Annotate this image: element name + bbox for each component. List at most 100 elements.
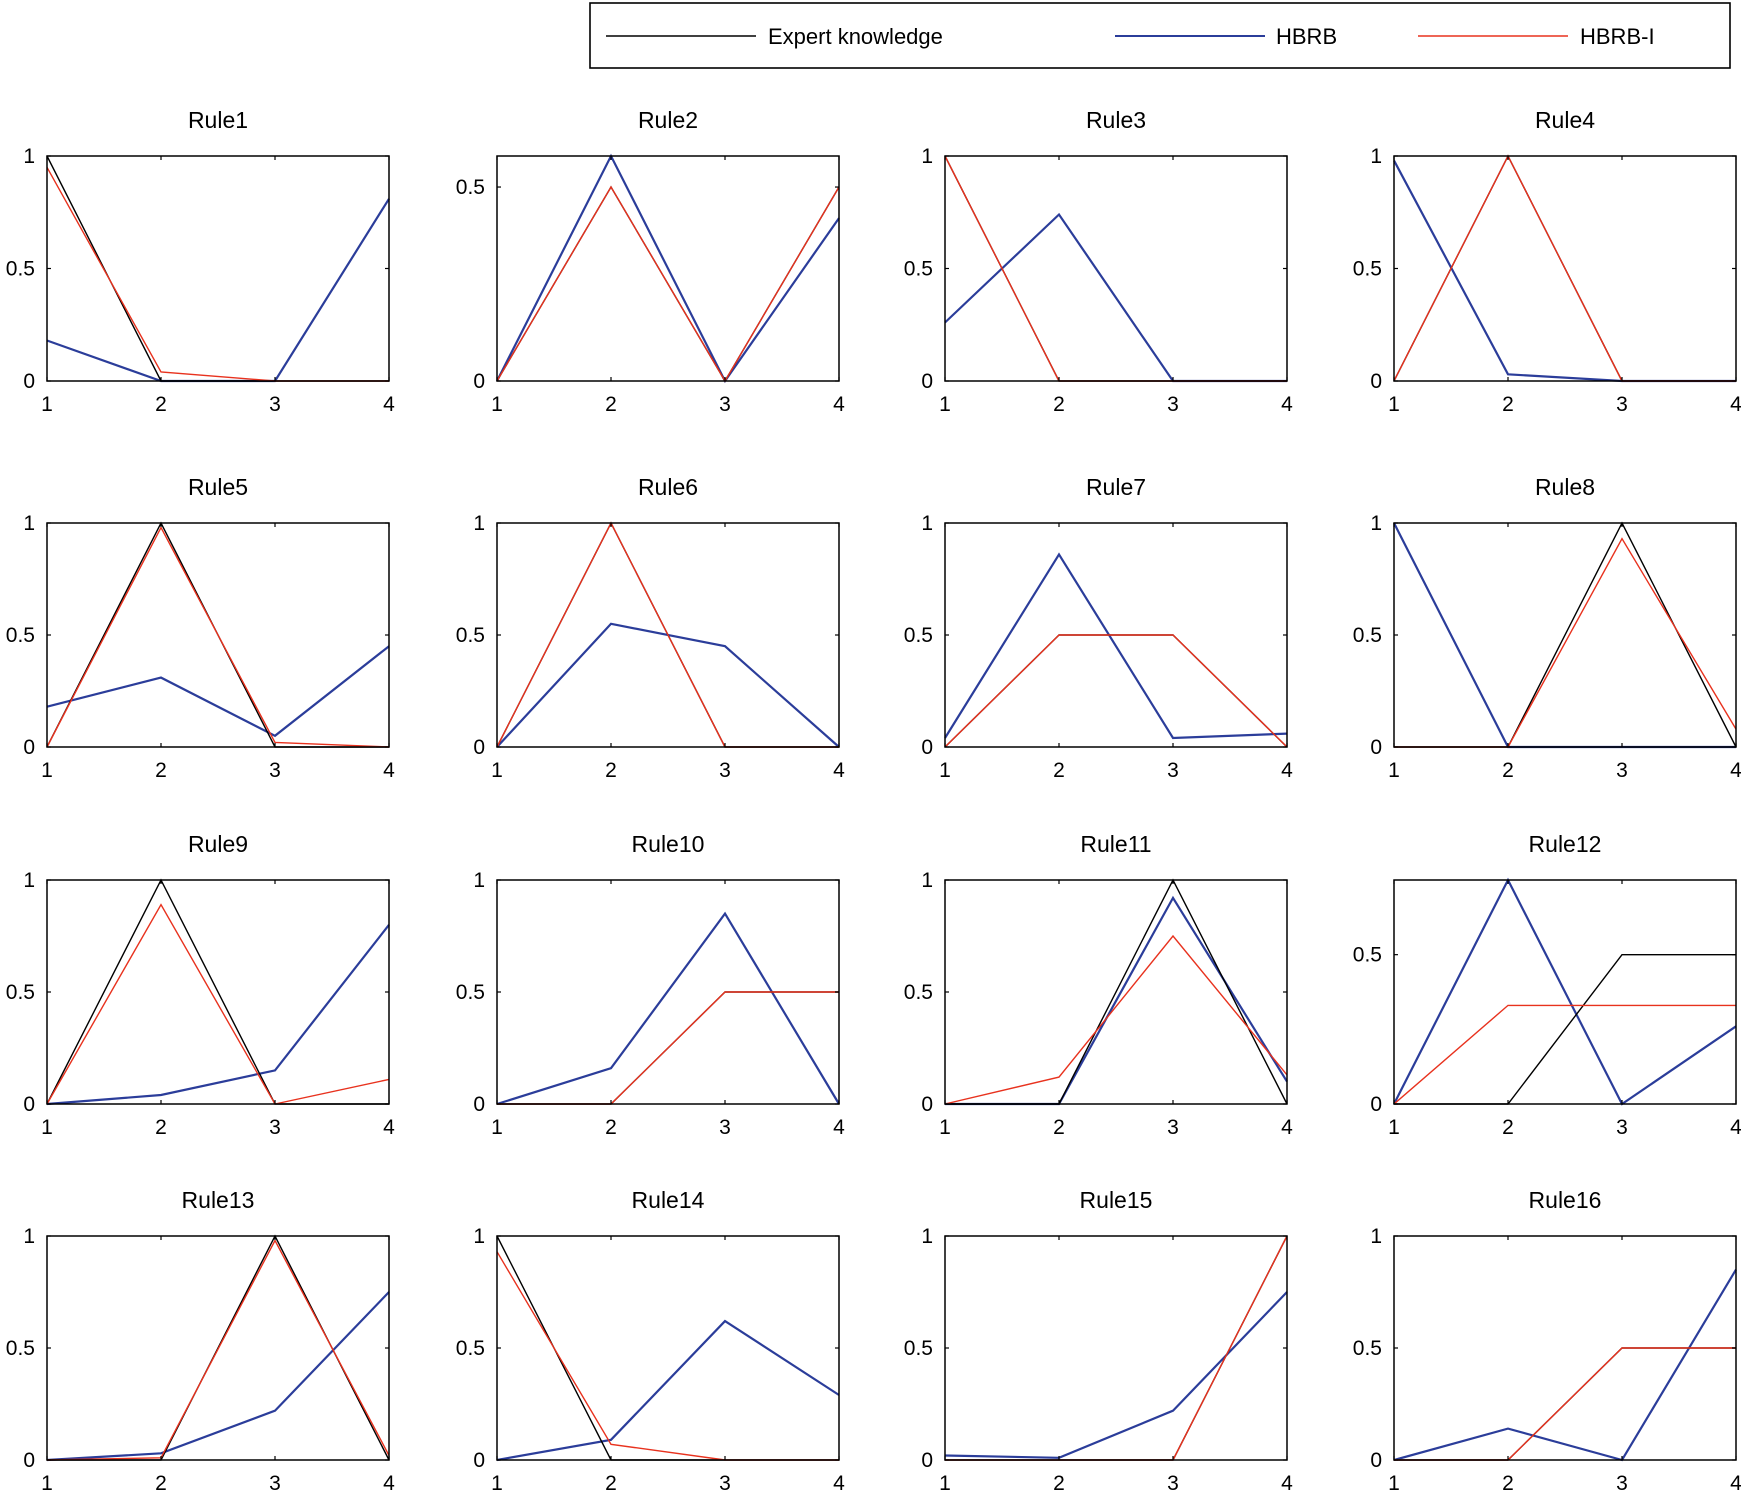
subplot-rule7: Rule7 1 2 3 4 0 0.5 1 [904,474,1293,782]
x-tick-label: 2 [605,759,617,782]
subplot-grid: Rule1 1 2 3 4 0 0.5 1 Rule2 1 2 3 4 0 0.5 Rule3 1 2 3 4 0 0.5… [6,107,1741,1493]
subplot-rule10: Rule10 1 2 3 4 0 0.5 1 [456,831,845,1139]
x-tick-label: 2 [1502,1116,1514,1139]
series-line-hbrb [944,212,1287,383]
x-tick-label: 3 [269,1116,281,1139]
x-tick-label: 2 [155,1116,167,1139]
x-tick-label: 3 [719,1472,731,1493]
x-tick-label: 2 [155,1472,167,1493]
x-tick-label: 4 [1281,393,1293,416]
y-tick-label: 1 [921,145,933,168]
series-line-hbrb-i [46,903,390,1105]
subplot-rule6: Rule6 1 2 3 4 0 0.5 1 [456,474,845,782]
series-line-hbrb-i [1394,537,1737,748]
x-tick-label: 4 [1730,1472,1741,1493]
y-tick-label: 0.5 [1353,944,1382,967]
subplot-rule5: Rule5 1 2 3 4 0 0.5 1 [6,474,395,782]
y-tick-label: 1 [921,869,933,892]
legend: Expert knowledge HBRB HBRB-I [589,2,1731,69]
axes-box [496,1235,840,1461]
legend-label-hbrb: HBRB [1276,24,1337,49]
y-tick-label: 0 [921,736,933,759]
x-tick-label: 3 [1167,759,1179,782]
axes-box [496,155,840,382]
y-tick-label: 1 [1370,1225,1382,1248]
x-tick-label: 1 [491,1116,503,1139]
x-tick-label: 3 [1167,1472,1179,1493]
x-tick-label: 3 [719,759,731,782]
subplot-title: Rule2 [638,107,698,133]
series-line-expert-knowledge [496,1235,839,1461]
y-tick-label: 0.5 [904,624,933,647]
y-tick-label: 0.5 [904,1337,933,1360]
x-tick-label: 1 [41,1472,53,1493]
subplot-title: Rule10 [632,831,705,857]
x-tick-label: 1 [41,1116,53,1139]
x-tick-label: 4 [1281,759,1293,782]
y-tick-label: 1 [1370,145,1382,168]
subplot-rule12: Rule12 1 2 3 4 0 0.5 [1353,831,1741,1139]
x-tick-label: 2 [1053,1472,1065,1493]
series-line-hbrb [1393,1269,1737,1462]
subplot-rule9: Rule9 1 2 3 4 0 0.5 1 [6,831,395,1139]
subplot-title: Rule4 [1535,107,1595,133]
x-tick-label: 3 [269,393,281,416]
y-tick-label: 0 [1370,370,1382,393]
x-tick-label: 4 [383,1116,395,1139]
subplot-title: Rule6 [638,474,698,500]
subplot-title: Rule9 [188,831,248,857]
x-tick-label: 4 [833,1472,845,1493]
series-line-expert-knowledge [1394,954,1736,1105]
y-tick-label: 0 [473,736,485,759]
x-tick-label: 3 [1167,1116,1179,1139]
x-tick-label: 3 [1616,759,1628,782]
subplot-rule8: Rule8 1 2 3 4 0 0.5 1 [1353,474,1741,782]
subplot-rule14: Rule14 1 2 3 4 0 0.5 1 [456,1187,845,1493]
y-tick-label: 0.5 [904,258,933,281]
x-tick-label: 1 [41,759,53,782]
x-tick-label: 2 [605,1116,617,1139]
x-tick-label: 4 [383,759,395,782]
series-line-hbrb [46,198,390,383]
x-tick-label: 2 [1502,393,1514,416]
x-tick-label: 2 [605,1472,617,1493]
subplot-rule11: Rule11 1 2 3 4 0 0.5 1 [904,831,1293,1139]
x-tick-label: 1 [491,393,503,416]
axes-box [1393,879,1737,1105]
subplot-title: Rule3 [1086,107,1146,133]
subplot-rule2: Rule2 1 2 3 4 0 0.5 [456,107,845,416]
subplot-title: Rule15 [1080,1187,1153,1213]
y-tick-label: 0.5 [456,176,485,199]
series-line-hbrb-i [944,634,1288,748]
x-tick-label: 2 [1502,759,1514,782]
y-tick-label: 1 [473,1225,485,1248]
y-tick-label: 0.5 [6,1337,35,1360]
y-tick-label: 1 [473,869,485,892]
x-tick-label: 1 [491,759,503,782]
x-tick-label: 4 [833,759,845,782]
y-tick-label: 1 [473,512,485,535]
series-line-hbrb-i [945,1235,1288,1461]
subplot-title: Rule7 [1086,474,1146,500]
y-tick-label: 0.5 [456,624,485,647]
series-line-hbrb [1393,877,1737,1106]
subplot-title: Rule1 [188,107,248,133]
y-tick-label: 1 [23,869,35,892]
y-tick-label: 1 [921,512,933,535]
subplot-rule15: Rule15 1 2 3 4 0 0.5 1 [904,1187,1293,1493]
x-tick-label: 3 [269,759,281,782]
series-line-hbrb [46,924,390,1106]
subplot-title: Rule12 [1529,831,1602,857]
y-tick-label: 0 [23,736,35,759]
series-line-expert-knowledge [944,155,1287,382]
x-tick-label: 2 [1053,393,1065,416]
subplot-title: Rule13 [182,1187,255,1213]
subplot-rule3: Rule3 1 2 3 4 0 0.5 1 [904,107,1293,416]
axes-box [46,155,390,382]
y-tick-label: 0 [473,1093,485,1116]
x-tick-label: 4 [1281,1116,1293,1139]
series-line-hbrb-i [46,1238,390,1461]
series-line-expert-knowledge [945,878,1288,1105]
legend-label-expert: Expert knowledge [768,24,943,49]
